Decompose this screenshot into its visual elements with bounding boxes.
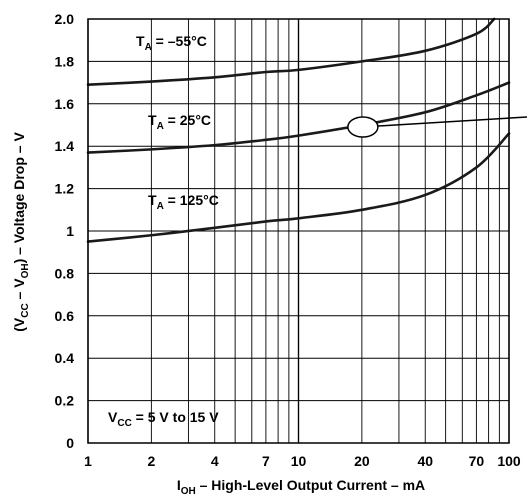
- y-tick-label-1: 1: [66, 223, 74, 239]
- x-tick-label-7: 7: [262, 453, 270, 469]
- curve-25c: [86, 81, 511, 154]
- plot-frame: [87, 18, 510, 444]
- y-tick-label-1.8: 1.8: [55, 53, 75, 69]
- curve-label-125-t: T: [148, 192, 157, 208]
- curve-minus-55c: [86, 17, 496, 87]
- x-tick-label-4: 4: [211, 453, 219, 469]
- y-tick-label-0: 0: [66, 435, 74, 451]
- curve-group: [86, 17, 511, 243]
- curve-label-m55-rest: = –55°C: [152, 33, 207, 49]
- grid-lines: [87, 18, 510, 444]
- curve-label-25: TA = 25°C: [148, 112, 211, 132]
- vcc-annotation-rest: = 5 V to 15 V: [132, 409, 219, 425]
- marker-ellipse: [347, 116, 379, 138]
- curve-label-m55: TA = –55°C: [136, 33, 207, 53]
- x-tick-label-40: 40: [417, 453, 433, 469]
- vcc-annotation: VCC = 5 V to 15 V: [108, 409, 219, 429]
- curve-125c: [86, 132, 511, 243]
- x-axis-label-sub: OH: [181, 486, 196, 497]
- x-axis-label-rest: – High-Level Output Current – mA: [196, 477, 425, 493]
- x-axis-label-i: I: [177, 477, 181, 493]
- x-tick-label-70: 70: [469, 453, 485, 469]
- curve-label-125-sub: A: [157, 201, 164, 212]
- y-tick-label-2.0: 2.0: [55, 11, 75, 27]
- x-tick-label-2: 2: [147, 453, 155, 469]
- y-tick-label-1.4: 1.4: [55, 138, 75, 154]
- curve-label-125: TA = 125°C: [148, 192, 219, 212]
- y-tick-label-1.2: 1.2: [55, 181, 75, 197]
- marker-leader-line: [377, 116, 527, 127]
- y-tick-label-0.2: 0.2: [55, 393, 75, 409]
- x-axis-label: IOH – High-Level Output Current – mA: [177, 477, 425, 497]
- curve-label-25-rest: = 25°C: [164, 112, 211, 128]
- y-tick-label-0.8: 0.8: [55, 265, 75, 281]
- y-axis-label-p1: (V: [11, 317, 27, 332]
- curve-label-25-t: T: [148, 112, 157, 128]
- y-axis-label-p3: ) – Voltage Drop – V: [11, 132, 27, 264]
- curve-label-m55-t: T: [136, 33, 145, 49]
- y-axis-label-s1: CC: [20, 303, 31, 317]
- curve-label-125-rest: = 125°C: [164, 192, 219, 208]
- x-tick-label-20: 20: [354, 453, 370, 469]
- vcc-annotation-v: V: [108, 409, 118, 425]
- x-tick-label-100: 100: [497, 453, 521, 469]
- y-tick-label-0.6: 0.6: [55, 308, 75, 324]
- tick-labels: 1 2 4 7 10 20 40 70 100 0 0.2 0.4 0.6 0.8 1 1.2 1.4 1.6 1.…: [55, 11, 521, 469]
- curve-label-25-sub: A: [157, 121, 164, 132]
- y-tick-label-0.4: 0.4: [55, 350, 75, 366]
- y-axis-label-s2: OH: [20, 263, 31, 278]
- y-axis-label-p2: – V: [11, 278, 27, 304]
- x-tick-label-10: 10: [291, 453, 307, 469]
- y-axis-label: (VCC – VOH) – Voltage Drop – V: [11, 132, 31, 332]
- curve-label-m55-sub: A: [145, 42, 152, 53]
- y-tick-label-1.6: 1.6: [55, 96, 75, 112]
- x-tick-label-1: 1: [84, 453, 92, 469]
- vcc-annotation-sub: CC: [117, 418, 131, 429]
